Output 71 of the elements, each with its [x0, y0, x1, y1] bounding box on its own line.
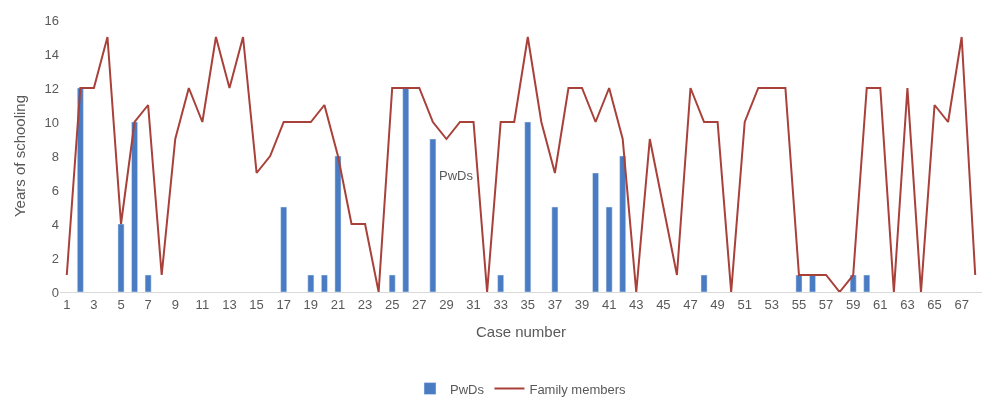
bar	[795, 274, 803, 292]
bar	[334, 155, 342, 292]
bar	[321, 274, 328, 292]
bar	[117, 223, 125, 292]
x-tick-label: 29	[439, 296, 454, 312]
x-tick-label: 55	[791, 296, 807, 312]
x-tick-label: 67	[954, 296, 969, 312]
x-tick-label: 43	[629, 296, 644, 312]
x-tick-label: 45	[656, 296, 671, 312]
bar	[307, 274, 315, 292]
y-tick-label: 14	[44, 46, 59, 62]
x-tick-label: 35	[520, 296, 536, 312]
x-tick-label: 65	[927, 296, 942, 312]
x-tick-label: 19	[303, 296, 319, 312]
bar	[77, 87, 84, 292]
x-tick-label: 27	[412, 296, 427, 312]
x-tick-label: 5	[117, 296, 125, 312]
bar	[280, 206, 288, 292]
x-tick-label: 25	[384, 296, 400, 312]
x-tick-label: 11	[195, 296, 210, 312]
y-tick-label: 2	[51, 250, 59, 266]
bar	[551, 206, 559, 292]
x-tick-label: 59	[845, 296, 861, 312]
x-axis-title: Case number	[475, 322, 567, 340]
y-axis-title: Years of schooling	[10, 94, 28, 218]
bar	[497, 274, 504, 292]
x-tick-label: 51	[737, 296, 752, 312]
x-tick-label: 1	[63, 296, 71, 312]
x-tick-label: 33	[493, 296, 508, 312]
y-tick-label: 4	[51, 216, 59, 232]
y-tick-label: 8	[51, 148, 59, 164]
bar	[429, 138, 437, 292]
x-tick-label: 41	[601, 296, 617, 312]
legend-label: Family members	[529, 381, 627, 397]
bar	[605, 206, 613, 292]
x-tick-label: 37	[547, 296, 563, 312]
x-tick-label: 49	[710, 296, 725, 312]
x-tick-label: 47	[683, 296, 698, 312]
x-tick-label: 23	[357, 296, 373, 312]
bar	[700, 274, 708, 292]
y-tick-label: 0	[51, 284, 59, 300]
bar	[388, 274, 396, 292]
x-tick-label: 9	[171, 296, 179, 312]
x-tick-label: 7	[144, 296, 152, 312]
line-series	[65, 36, 977, 292]
x-tick-label: 39	[574, 296, 590, 312]
x-tick-label: 17	[276, 296, 291, 312]
bar	[592, 172, 599, 292]
legend-label: PwDs	[450, 381, 485, 397]
y-tick-label: 12	[44, 80, 59, 96]
bar	[809, 274, 816, 292]
x-tick-label: 15	[249, 296, 264, 312]
x-tick-label: 13	[222, 296, 237, 312]
bar	[524, 121, 532, 292]
y-tick-label: 6	[51, 182, 59, 198]
x-tick-label: 31	[466, 296, 481, 312]
x-tick-label: 57	[818, 296, 834, 312]
bar	[849, 274, 857, 292]
x-tick-label: 53	[764, 296, 780, 312]
bar	[402, 87, 410, 292]
y-tick-label: 16	[44, 12, 59, 28]
annotation: PwDs	[439, 168, 474, 183]
x-tick-label: 61	[873, 296, 888, 312]
bar	[619, 155, 626, 292]
bar	[863, 274, 871, 292]
y-tick-label: 10	[44, 114, 59, 130]
x-tick-label: 3	[90, 296, 98, 312]
x-tick-label: 21	[330, 296, 346, 312]
x-tick-label: 63	[900, 296, 915, 312]
bar	[131, 121, 138, 292]
bar	[144, 274, 152, 292]
